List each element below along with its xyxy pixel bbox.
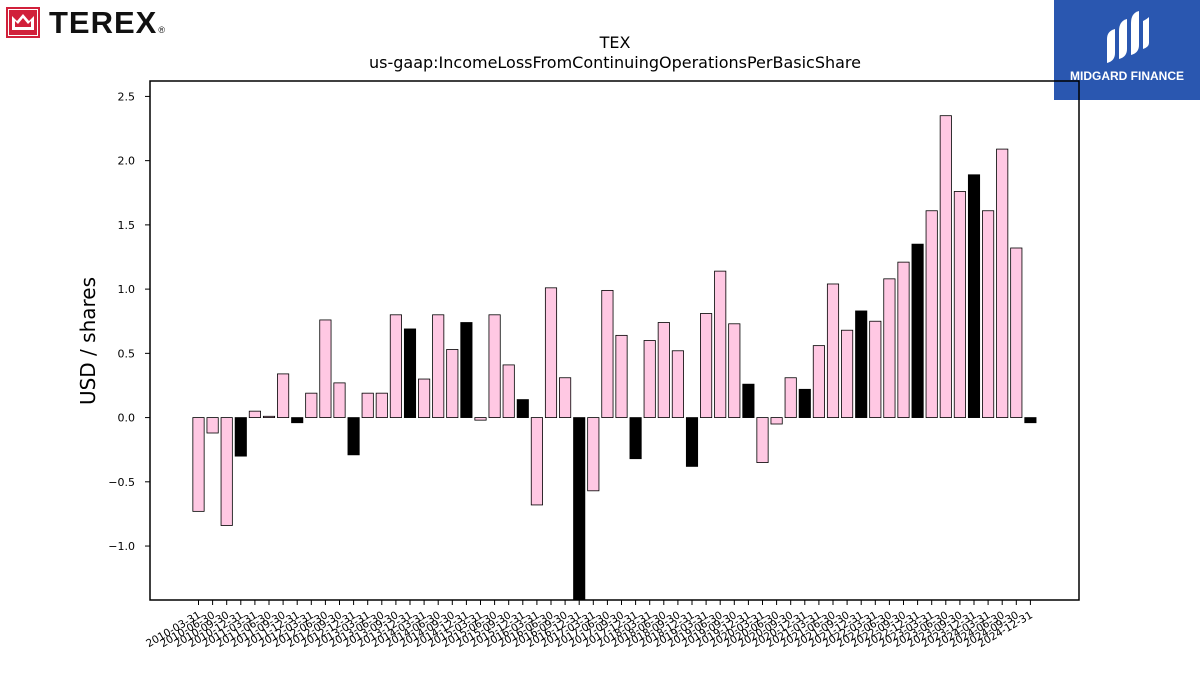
bar-2022-09-30	[897, 261, 910, 418]
bar-2016-06-30	[544, 287, 558, 418]
terex-wordmark: TEREX	[49, 4, 158, 40]
bar-2016-09-30	[559, 377, 572, 418]
y-tick-label: 0.5	[118, 347, 136, 360]
bar-2019-12-31	[742, 383, 755, 418]
bar-2010-06-30	[206, 417, 219, 434]
terex-logo: TEREX ®	[6, 5, 165, 39]
bar-2021-06-30	[826, 283, 840, 418]
bar-2018-12-31	[685, 417, 699, 467]
bar-2014-09-30	[446, 349, 459, 418]
bar-2014-03-31	[418, 378, 431, 418]
bar-2012-09-30	[333, 382, 346, 418]
y-axis-label: USD / shares	[76, 277, 100, 405]
bar-2023-12-31	[967, 174, 981, 418]
bar-2018-09-30	[671, 350, 684, 418]
y-tick-label: −1.0	[108, 540, 135, 553]
bar-2015-09-30	[502, 364, 515, 418]
bar-2014-12-31	[460, 322, 473, 418]
bar-2024-12-31	[1024, 417, 1037, 424]
midgard-monogram-icon	[1107, 11, 1149, 63]
bar-2018-06-30	[657, 322, 670, 418]
bar-2011-06-30	[262, 415, 276, 418]
bar-2010-03-31	[192, 417, 205, 512]
bar-2013-12-31	[403, 328, 417, 418]
bar-2023-06-30	[939, 115, 952, 418]
bar-2022-03-31	[869, 320, 882, 418]
bar-2022-12-31	[911, 243, 924, 418]
bar-2020-03-31	[756, 417, 769, 463]
bar-2011-03-31	[248, 410, 261, 418]
y-tick-label: 1.5	[118, 219, 136, 232]
bar-2023-03-31	[925, 210, 938, 418]
bar-2017-03-31	[587, 417, 600, 492]
bar-2020-12-31	[798, 388, 811, 418]
bar-2016-03-31	[530, 417, 543, 506]
chart-title: TEX	[599, 33, 631, 52]
bar-2019-06-30	[714, 270, 727, 418]
bar-2021-03-31	[812, 345, 825, 418]
bar-2024-03-31	[982, 210, 995, 418]
bar-2013-09-30	[389, 314, 402, 418]
bar-2020-09-30	[784, 377, 797, 418]
y-tick-label: 2.0	[118, 155, 136, 168]
bar-2022-06-30	[883, 278, 896, 418]
bar-2020-06-30	[770, 417, 783, 425]
bar-2017-12-31	[629, 417, 642, 460]
bar-2024-09-30	[1010, 247, 1023, 418]
chart-subtitle: us-gaap:IncomeLossFromContinuingOperatio…	[369, 53, 861, 72]
bar-2019-09-30	[728, 323, 741, 418]
bar-2012-06-30	[319, 319, 332, 418]
bar-2011-09-30	[277, 373, 290, 418]
y-tick-label: 2.5	[118, 90, 136, 103]
y-axis: −1.0 −0.5 0.0 0.5 1.0 1.5 2.0 2.5	[108, 90, 150, 553]
bar-2023-09-30	[953, 191, 966, 418]
bar-2019-03-31	[700, 313, 713, 418]
bar-2011-12-31	[291, 417, 304, 424]
bar-2015-03-31	[474, 417, 487, 421]
bar-2013-03-31	[361, 392, 374, 418]
bar-2012-12-31	[347, 417, 360, 456]
x-axis: 2010-03-312010-06-302010-09-302010-12-31…	[144, 600, 1035, 650]
bar-series	[192, 115, 1037, 601]
terex-crown-icon	[6, 6, 40, 38]
bar-2017-06-30	[601, 289, 614, 418]
y-tick-label: 1.0	[118, 283, 136, 296]
bar-2010-12-31	[234, 417, 247, 457]
bar-2021-12-31	[855, 310, 868, 418]
bar-2017-09-30	[615, 334, 628, 418]
y-tick-label: 0.0	[118, 412, 136, 425]
bar-2015-06-30	[488, 314, 501, 418]
registered-mark: ®	[158, 25, 165, 35]
bar-2012-03-31	[305, 392, 318, 418]
bar-2021-09-30	[841, 329, 854, 418]
bar-2013-06-30	[375, 392, 388, 418]
y-tick-label: −0.5	[108, 476, 135, 489]
bar-2010-09-30	[220, 417, 233, 526]
bar-2024-06-30	[996, 148, 1009, 418]
plot-frame	[149, 80, 1080, 601]
bar-2014-06-30	[432, 314, 445, 418]
bar-2018-03-31	[643, 340, 656, 418]
bar-2015-12-31	[516, 399, 529, 418]
bar-2016-12-31	[573, 417, 586, 601]
midgard-wordmark: MIDGARD FINANCE	[1070, 69, 1184, 83]
